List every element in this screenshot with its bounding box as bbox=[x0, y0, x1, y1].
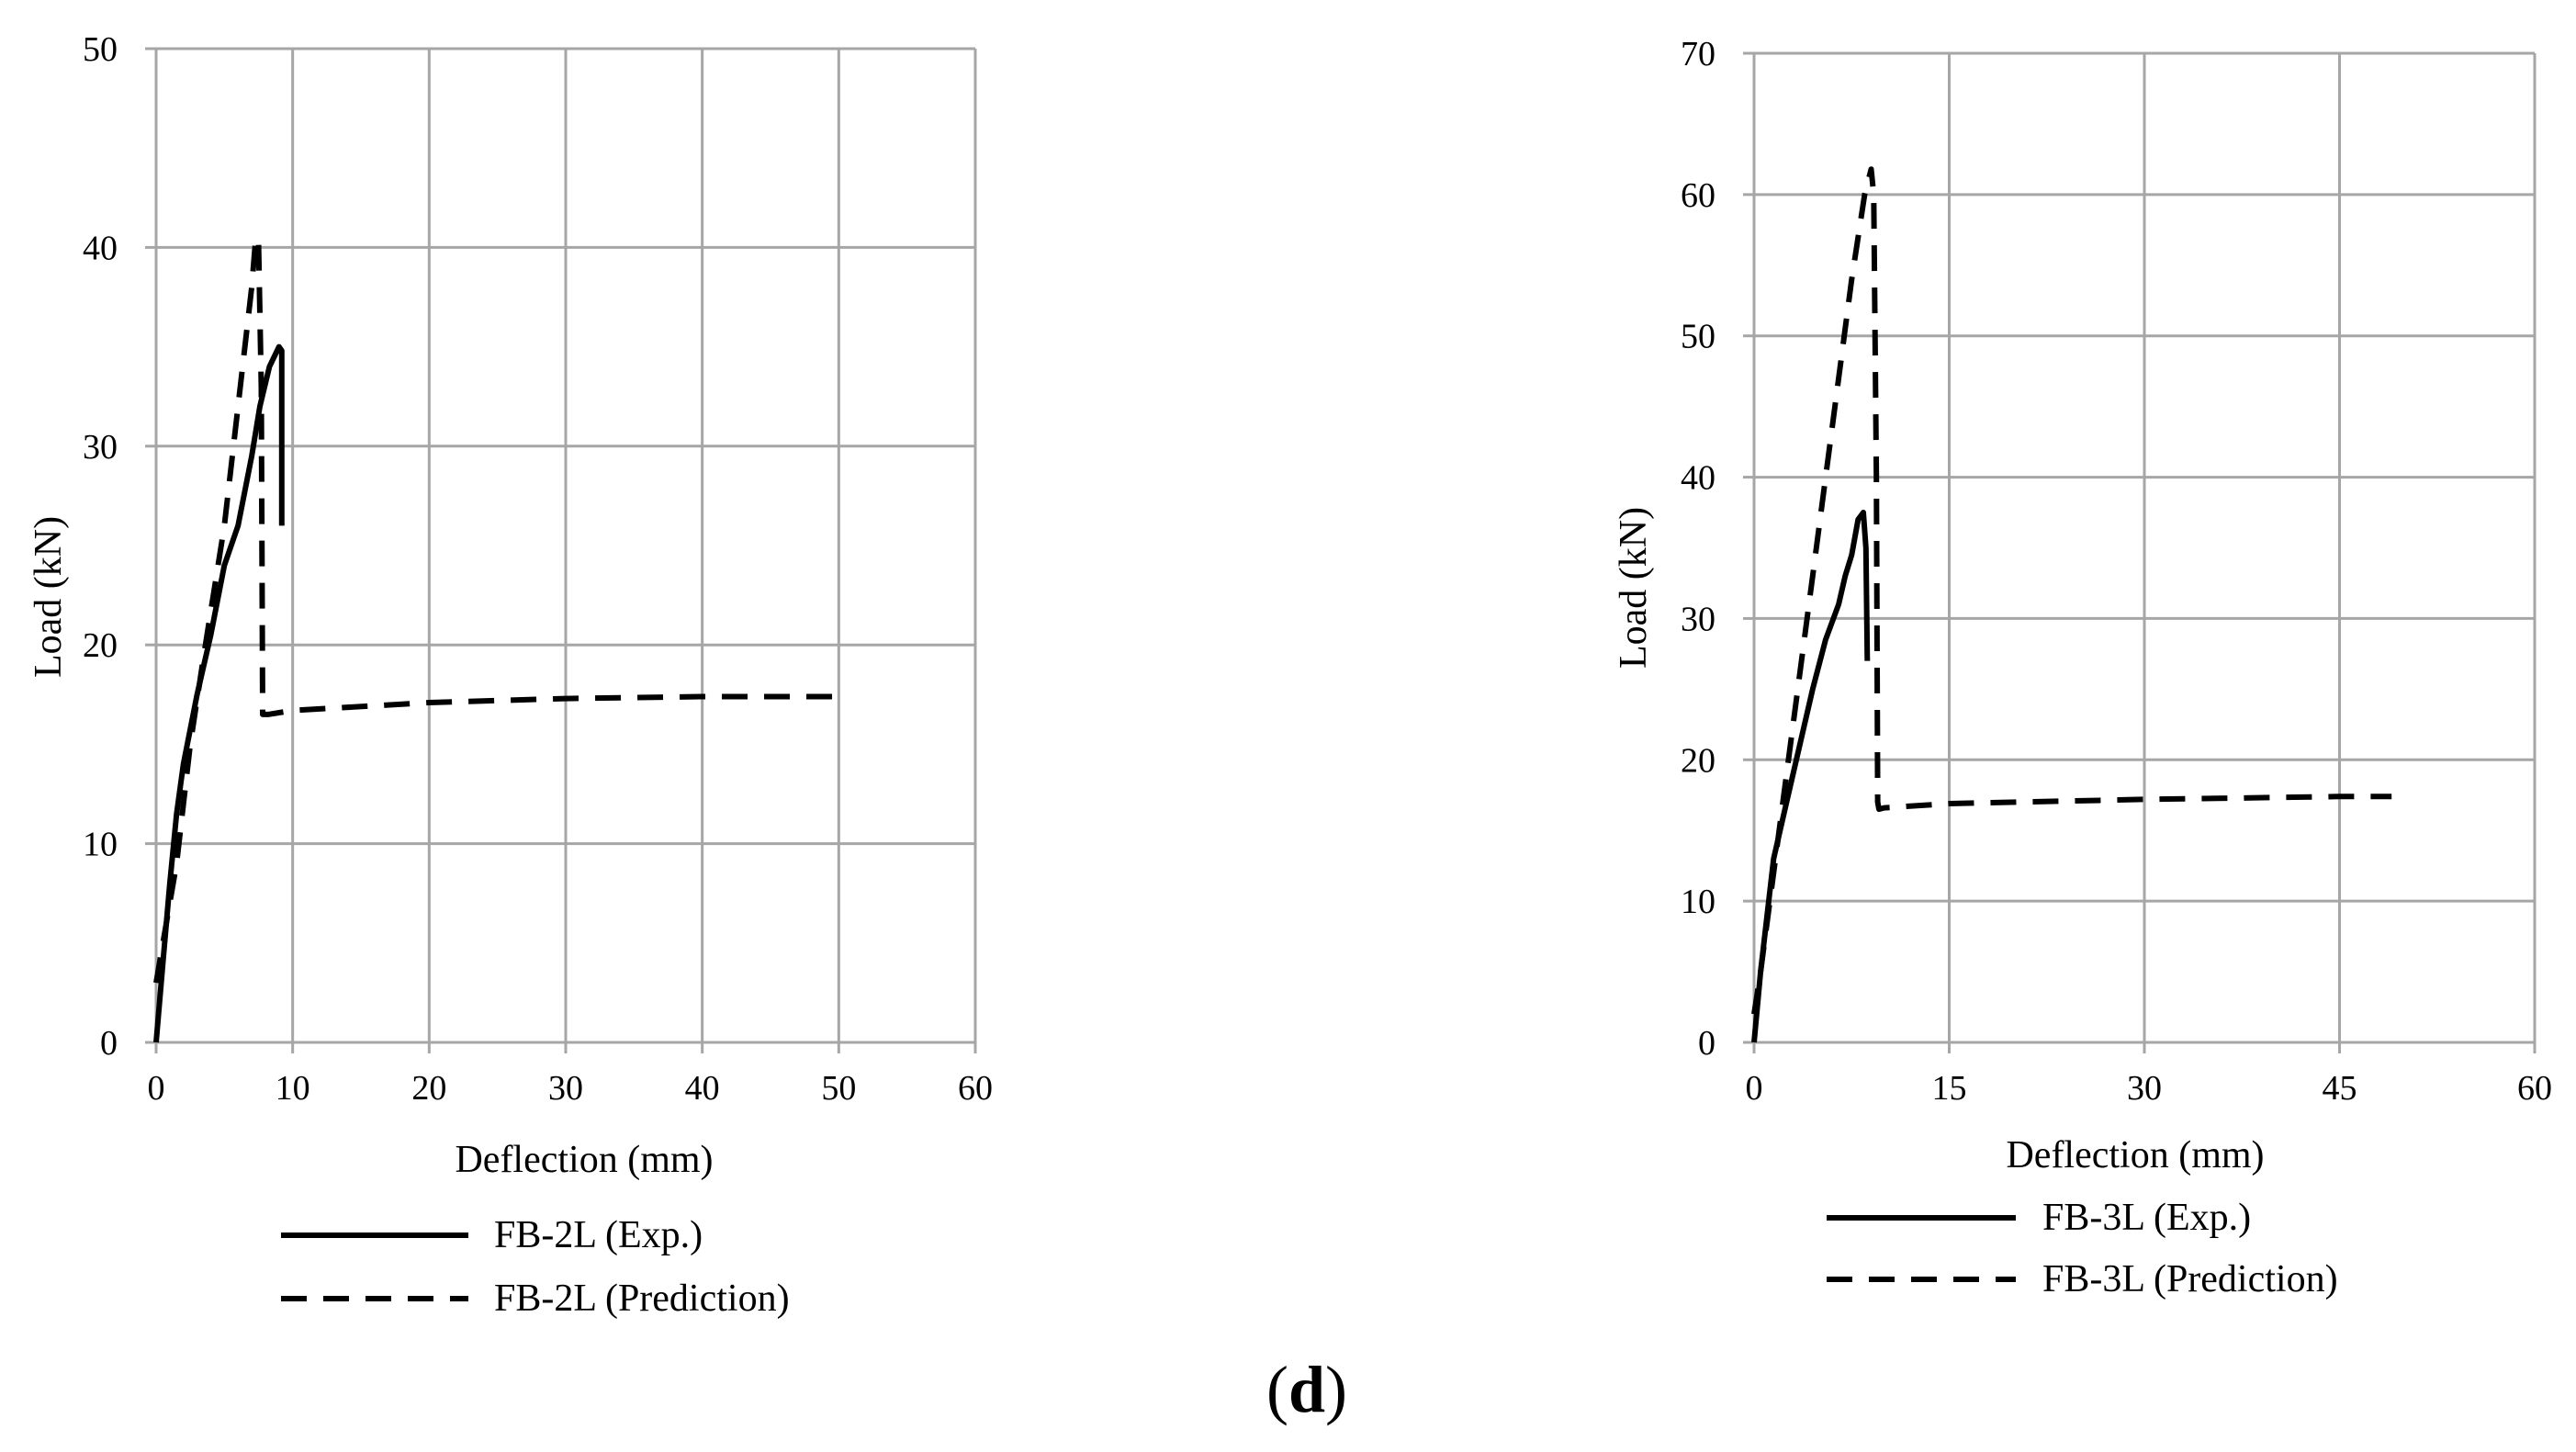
x-tick-label: 30 bbox=[548, 1069, 583, 1108]
y-tick-label: 60 bbox=[1681, 176, 1715, 215]
x-tick-label: 10 bbox=[276, 1069, 310, 1108]
series-line-fb-2l-prediction bbox=[153, 234, 839, 984]
legend-label-fb-2l-exp: FB-2L (Exp.) bbox=[494, 1214, 703, 1256]
panel-label-open: ( bbox=[1266, 1353, 1288, 1426]
y-tick-label: 70 bbox=[1681, 35, 1715, 73]
y-axis-title-right: Load (kN) bbox=[1613, 507, 1655, 669]
y-tick-label: 10 bbox=[1681, 883, 1715, 921]
legend-label-fb-2l-prediction: FB-2L (Prediction) bbox=[494, 1278, 790, 1320]
y-tick-label: 50 bbox=[1681, 318, 1715, 356]
series-line-fb-2l-exp bbox=[153, 343, 285, 1043]
y-tick-label: 0 bbox=[1698, 1024, 1715, 1063]
legend-left: FB-2L (Exp.) FB-2L (Prediction) bbox=[281, 1214, 790, 1320]
legend-label-fb-3l-exp: FB-3L (Exp.) bbox=[2042, 1197, 2251, 1239]
y-tick-label: 40 bbox=[83, 229, 118, 267]
chart-left: 0 10 20 30 40 50 60 0 10 20 30 40 50 Deflection (mm)… bbox=[28, 30, 993, 1320]
x-axis-title-right: Deflection (mm) bbox=[2006, 1134, 2264, 1176]
x-tick-label: 60 bbox=[958, 1069, 993, 1108]
panel-label-close: ) bbox=[1325, 1353, 1347, 1426]
series-right bbox=[1751, 166, 2392, 1043]
x-tick-label: 60 bbox=[2517, 1069, 2552, 1108]
ticks-right: 0 15 30 45 60 0 10 20 30 40 50 60 70 bbox=[1681, 35, 2552, 1108]
x-tick-label: 45 bbox=[2323, 1069, 2357, 1108]
chart-right: 0 15 30 45 60 0 10 20 30 40 50 60 70 Deflection (mm)… bbox=[1613, 35, 2552, 1300]
y-tick-label: 30 bbox=[1681, 600, 1715, 638]
x-tick-label: 20 bbox=[411, 1069, 446, 1108]
x-tick-label: 0 bbox=[148, 1069, 165, 1108]
y-tick-label: 0 bbox=[100, 1024, 118, 1063]
series-line-fb-3l-exp bbox=[1751, 510, 1871, 1043]
x-tick-label: 30 bbox=[2127, 1069, 2162, 1108]
x-tick-label: 0 bbox=[1746, 1069, 1763, 1108]
y-tick-label: 10 bbox=[83, 826, 118, 864]
grid-left bbox=[145, 47, 977, 1053]
x-tick-label: 15 bbox=[1932, 1069, 1967, 1108]
panel-label: (d) bbox=[1266, 1353, 1347, 1426]
ticks-left: 0 10 20 30 40 50 60 0 10 20 30 40 50 bbox=[83, 30, 993, 1108]
grid-right bbox=[1743, 51, 2537, 1053]
y-tick-label: 50 bbox=[83, 30, 118, 69]
series-line-fb-3l-prediction bbox=[1751, 166, 2392, 1015]
x-tick-label: 50 bbox=[821, 1069, 856, 1108]
panel-label-letter: d bbox=[1288, 1353, 1325, 1426]
y-tick-label: 40 bbox=[1681, 459, 1715, 498]
y-axis-title-left: Load (kN) bbox=[28, 516, 70, 678]
legend-label-fb-3l-prediction: FB-3L (Prediction) bbox=[2042, 1258, 2338, 1300]
x-axis-title-left: Deflection (mm) bbox=[455, 1139, 713, 1181]
x-tick-label: 40 bbox=[685, 1069, 720, 1108]
y-tick-label: 20 bbox=[83, 626, 118, 665]
series-left bbox=[153, 234, 839, 1043]
y-tick-label: 30 bbox=[83, 428, 118, 467]
legend-right: FB-3L (Exp.) FB-3L (Prediction) bbox=[1827, 1197, 2338, 1300]
y-tick-label: 20 bbox=[1681, 741, 1715, 780]
